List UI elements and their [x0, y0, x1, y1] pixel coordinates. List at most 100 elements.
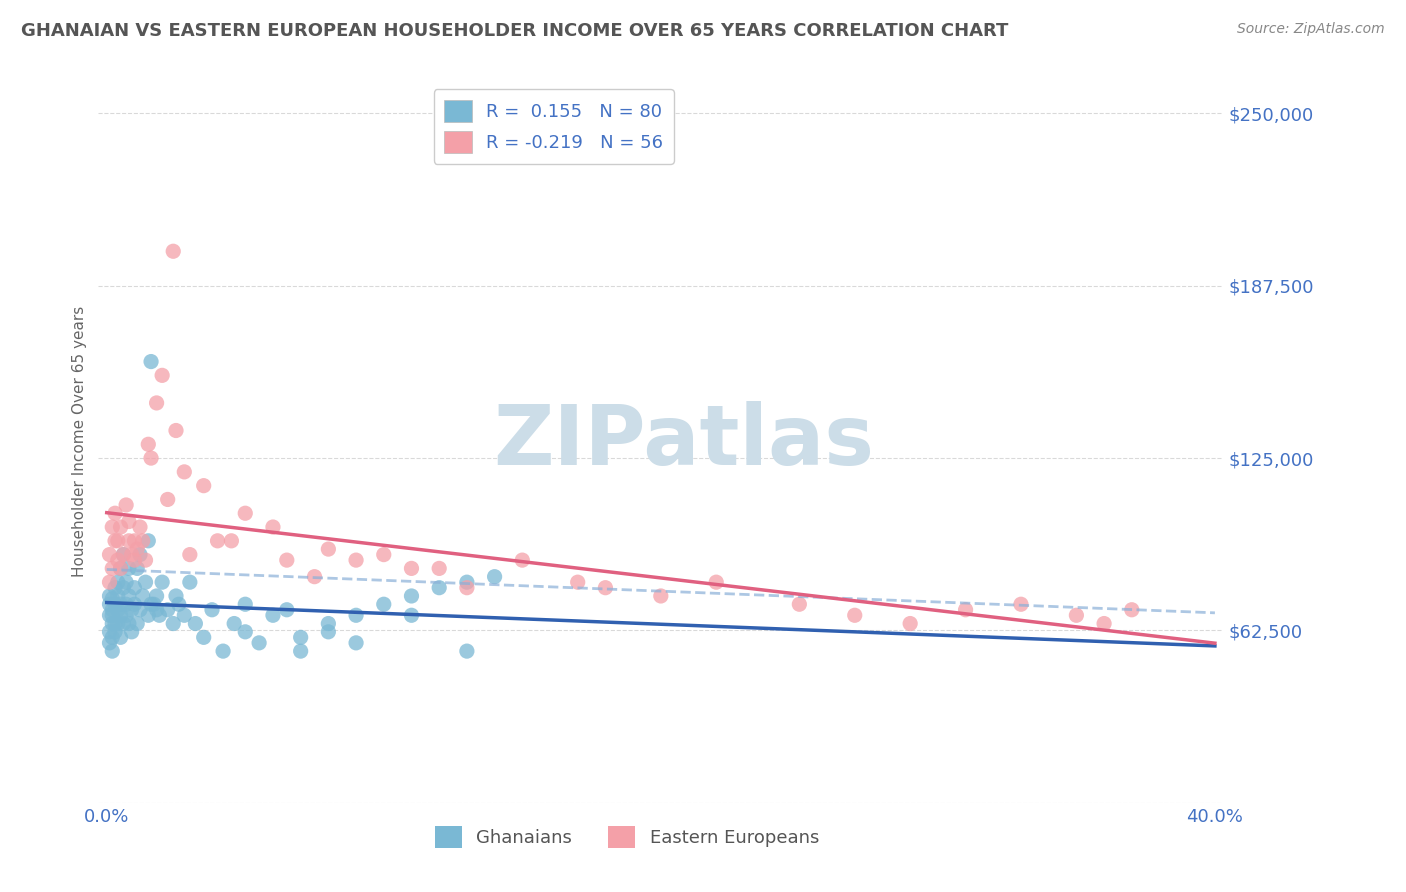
Point — [1010, 597, 1032, 611]
Point — [173, 608, 195, 623]
Point — [318, 542, 340, 557]
Point — [107, 533, 129, 548]
Point — [262, 520, 284, 534]
Point — [129, 520, 152, 534]
Point — [98, 597, 121, 611]
Point — [107, 575, 129, 590]
Point — [173, 465, 195, 479]
Point — [224, 616, 246, 631]
Point — [212, 644, 235, 658]
Point — [247, 636, 270, 650]
Point — [112, 548, 135, 562]
Point — [121, 548, 143, 562]
Point — [115, 597, 138, 611]
Point — [262, 608, 284, 623]
Point — [110, 608, 132, 623]
Point — [145, 603, 167, 617]
Point — [110, 561, 132, 575]
Point — [165, 424, 187, 438]
Point — [148, 608, 170, 623]
Point — [290, 631, 312, 645]
Point — [136, 608, 159, 623]
Point — [179, 575, 201, 590]
Point — [107, 589, 129, 603]
Point — [127, 542, 149, 557]
Point — [401, 608, 423, 623]
Y-axis label: Householder Income Over 65 years: Householder Income Over 65 years — [72, 306, 87, 577]
Point — [112, 616, 135, 631]
Point — [101, 603, 124, 617]
Point — [184, 616, 207, 631]
Point — [1121, 603, 1143, 617]
Point — [595, 581, 617, 595]
Point — [1066, 608, 1088, 623]
Point — [104, 506, 127, 520]
Point — [112, 548, 135, 562]
Point — [115, 608, 138, 623]
Point — [150, 575, 173, 590]
Point — [567, 575, 589, 590]
Point — [127, 616, 149, 631]
Point — [118, 533, 141, 548]
Point — [955, 603, 977, 617]
Point — [139, 354, 162, 368]
Point — [104, 533, 127, 548]
Point — [101, 561, 124, 575]
Point — [104, 581, 127, 595]
Point — [162, 616, 184, 631]
Point — [401, 561, 423, 575]
Point — [344, 608, 367, 623]
Point — [98, 636, 121, 650]
Point — [110, 520, 132, 534]
Point — [193, 631, 215, 645]
Point — [290, 644, 312, 658]
Point — [112, 581, 135, 595]
Point — [156, 492, 179, 507]
Point — [142, 597, 165, 611]
Point — [118, 561, 141, 575]
Point — [107, 553, 129, 567]
Point — [150, 368, 173, 383]
Point — [136, 437, 159, 451]
Point — [107, 616, 129, 631]
Point — [145, 589, 167, 603]
Point — [898, 616, 921, 631]
Point — [179, 548, 201, 562]
Point — [401, 589, 423, 603]
Point — [104, 597, 127, 611]
Point — [124, 533, 146, 548]
Point — [201, 603, 224, 617]
Point — [127, 561, 149, 575]
Point — [134, 575, 156, 590]
Point — [167, 597, 190, 611]
Point — [373, 597, 395, 611]
Point — [162, 244, 184, 259]
Point — [98, 575, 121, 590]
Point — [484, 569, 506, 583]
Point — [650, 589, 672, 603]
Text: ZIPatlas: ZIPatlas — [494, 401, 873, 482]
Point — [373, 548, 395, 562]
Point — [110, 561, 132, 575]
Point — [98, 548, 121, 562]
Point — [276, 553, 298, 567]
Point — [118, 589, 141, 603]
Point — [456, 644, 478, 658]
Point — [110, 631, 132, 645]
Point — [107, 603, 129, 617]
Point — [344, 553, 367, 567]
Point — [456, 575, 478, 590]
Text: GHANAIAN VS EASTERN EUROPEAN HOUSEHOLDER INCOME OVER 65 YEARS CORRELATION CHART: GHANAIAN VS EASTERN EUROPEAN HOUSEHOLDER… — [21, 22, 1008, 40]
Point — [318, 624, 340, 639]
Point — [101, 520, 124, 534]
Point — [98, 589, 121, 603]
Point — [129, 603, 152, 617]
Point — [124, 581, 146, 595]
Point — [344, 636, 367, 650]
Point — [136, 533, 159, 548]
Point — [427, 561, 450, 575]
Point — [101, 608, 124, 623]
Point — [704, 575, 727, 590]
Point — [129, 548, 152, 562]
Text: Source: ZipAtlas.com: Source: ZipAtlas.com — [1237, 22, 1385, 37]
